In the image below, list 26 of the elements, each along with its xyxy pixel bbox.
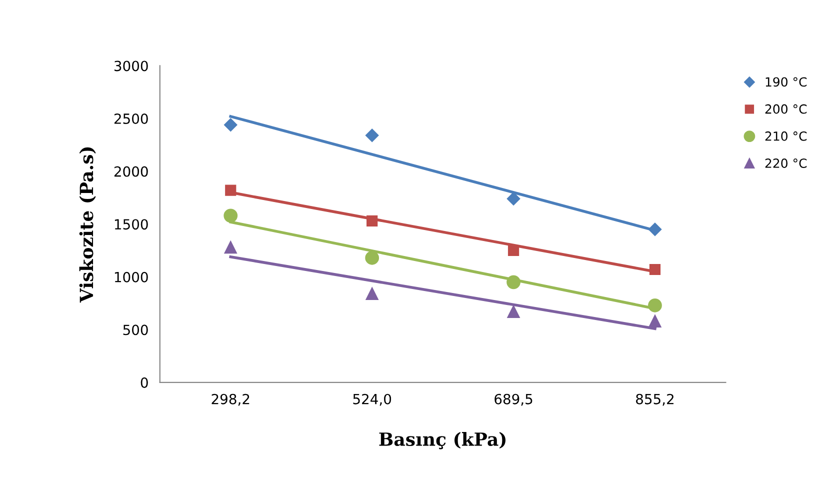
legend-label: 220 °C [765, 158, 807, 168]
point [366, 288, 378, 300]
y-tick-label: 500 [123, 324, 148, 336]
point [648, 314, 662, 328]
x-tick-label: 689,5 [494, 394, 532, 406]
y-tick-label: 2000 [114, 166, 148, 177]
legend-label: 210 °C [765, 131, 807, 141]
x-tick-label: 855,2 [636, 394, 674, 406]
x-axis-title: Basınç (kPa) [379, 432, 506, 450]
y-tick-label: 1500 [114, 219, 148, 230]
x-tick-label: 298,2 [212, 394, 250, 406]
x-tick-label: 524,0 [353, 394, 392, 406]
point [224, 208, 238, 223]
point [365, 128, 379, 142]
y-axis-title: Viskozite (Pa.s) [79, 147, 96, 303]
point [365, 250, 380, 265]
point [224, 118, 238, 132]
point [224, 241, 237, 254]
y-tick-label: 0 [140, 377, 148, 388]
y-tick-label: 1000 [114, 272, 148, 282]
y-tick-label: 2500 [114, 113, 148, 124]
y-tick-label: 3000 [114, 60, 148, 72]
point [506, 192, 520, 206]
legend-label: 190 °C [766, 77, 807, 87]
point [507, 305, 520, 318]
legend-label: 200 °C [765, 104, 807, 114]
